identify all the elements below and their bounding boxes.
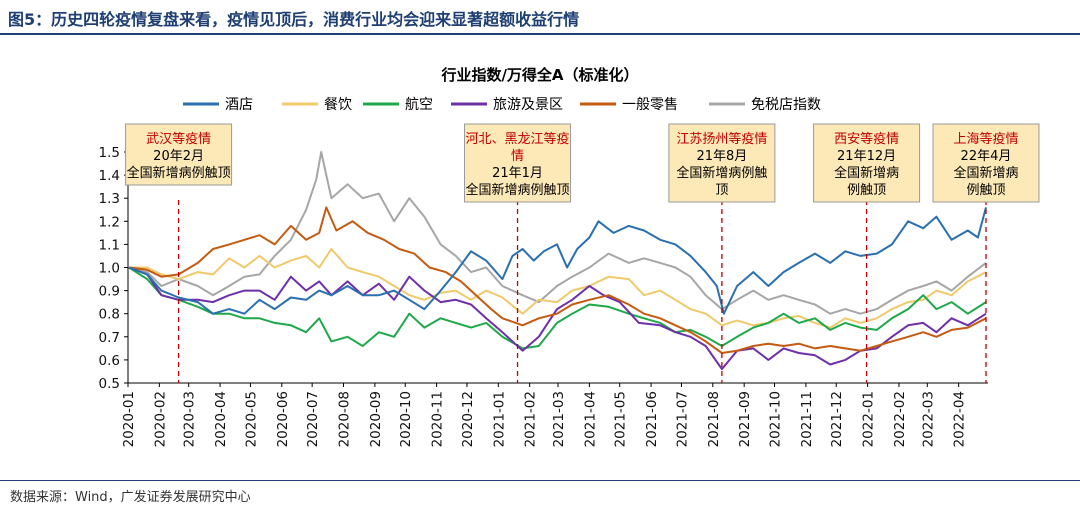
- y-tick-label: 0.6: [99, 353, 120, 369]
- event-annotation-text: 上海等疫情: [953, 131, 1018, 147]
- y-tick-label: 1.0: [99, 261, 120, 277]
- event-annotation-text: 21年8月: [696, 149, 747, 164]
- event-annotation-text: 顶: [715, 183, 728, 198]
- x-tick-label: 2020-09: [368, 391, 384, 447]
- chart-title: 行业指数/万得全A（标准化）: [440, 66, 638, 84]
- figure-title: 图5：历史四轮疫情复盘来看，疫情见顶后，消费行业均会迎来显著超额收益行情: [8, 10, 580, 29]
- x-tick-label: 2022-04: [952, 391, 968, 447]
- x-tick-label: 2020-07: [305, 391, 321, 447]
- series-line-2: [128, 266, 987, 350]
- x-tick-label: 2022-02: [892, 391, 908, 447]
- legend-label-1: 餐饮: [324, 97, 352, 113]
- legend-label-0: 酒店: [225, 97, 253, 113]
- x-tick-label: 2020-11: [430, 391, 446, 447]
- chart-lines: [128, 151, 987, 371]
- y-tick-label: 1.5: [99, 145, 120, 161]
- event-annotation-text: 21年1月: [492, 166, 543, 181]
- y-tick-label: 1.3: [99, 191, 120, 207]
- x-tick-label: 2022-01: [861, 391, 877, 447]
- legend-label-3: 旅游及景区: [493, 97, 563, 113]
- event-annotation-text: 21年12月: [837, 149, 896, 164]
- x-tick-label: 2020-10: [398, 391, 414, 447]
- x-tick-label: 2021-08: [706, 391, 722, 447]
- x-tick-label: 2021-05: [613, 391, 629, 447]
- x-tick-label: 2021-09: [737, 391, 753, 447]
- event-annotation-text: 全国新增病例触顶: [127, 165, 231, 181]
- x-tick-label: 2020-06: [275, 391, 291, 447]
- x-tick-label: 2020-01: [121, 391, 137, 447]
- event-annotation-text: 江苏扬州等疫情: [676, 131, 767, 147]
- event-annotation-text: 全国新增病: [953, 165, 1018, 181]
- x-tick-label: 2020-08: [337, 391, 353, 447]
- x-tick-label: 2021-02: [523, 391, 539, 447]
- x-tick-label: 2021-11: [799, 391, 815, 447]
- y-tick-label: 1.2: [99, 214, 120, 230]
- y-tick-label: 0.7: [99, 330, 120, 346]
- series-line-0: [128, 207, 987, 315]
- event-annotation-text: 全国新增病例触顶: [466, 182, 570, 198]
- event-annotation-text: 20年2月: [153, 149, 204, 164]
- chart-axes: 0.5 0.6 0.7 0.8 0.9 1.0 1.1 1.2 1.3 1.4 1.5 2020-01…: [99, 145, 988, 447]
- y-tick-label: 0.8: [99, 307, 120, 323]
- source-note: 数据来源：Wind，广发证券发展研究中心: [10, 490, 251, 505]
- x-tick-label: 2021-07: [674, 391, 690, 447]
- x-tick-label: 2021-04: [582, 391, 598, 447]
- event-annotation-text: 全国新增病例触: [676, 165, 767, 181]
- x-tick-label: 2022-03: [920, 391, 936, 447]
- x-tick-label: 2020-12: [460, 391, 476, 447]
- series-line-4: [128, 206, 987, 354]
- line-chart: 行业指数/万得全A（标准化） 酒店 餐饮 航空 旅游及景区 一般零售 免税店指数 0.50…: [99, 66, 1040, 447]
- series-line-1: [129, 248, 987, 329]
- x-tick-label: 2020-05: [243, 391, 259, 447]
- event-annotation-text: 情: [511, 149, 524, 164]
- y-tick-label: 1.4: [99, 168, 120, 184]
- x-tick-label: 2021-03: [551, 391, 567, 447]
- event-annotation-text: 例触顶: [966, 183, 1005, 198]
- event-annotation-text: 河北、黑龙江等疫: [466, 131, 570, 147]
- event-annotation-text: 武汉等疫情: [146, 131, 211, 147]
- series-line-5: [128, 151, 987, 315]
- chart-annotations: 武汉等疫情20年2月全国新增病例触顶河北、黑龙江等疫情21年1月全国新增病例触顶…: [125, 123, 1040, 383]
- legend-label-2: 航空: [405, 97, 433, 113]
- title-rule: [0, 33, 1080, 35]
- x-tick-label: 2020-04: [213, 391, 229, 447]
- event-annotation-box: [125, 123, 233, 186]
- source-rule: [0, 480, 1080, 481]
- x-tick-label: 2020-02: [152, 391, 168, 447]
- y-tick-label: 0.5: [99, 376, 120, 392]
- legend-label-5: 免税店指数: [751, 97, 821, 113]
- x-tick-label: 2021-12: [829, 391, 845, 447]
- event-annotation-box: [668, 123, 776, 203]
- x-tick-label: 2021-10: [768, 391, 784, 447]
- event-annotation-text: 西安等疫情: [834, 131, 899, 147]
- event-annotation-box: [813, 123, 921, 203]
- chart-legend: 酒店 餐饮 航空 旅游及景区 一般零售 免税店指数: [183, 97, 821, 113]
- legend-label-4: 一般零售: [622, 97, 678, 113]
- series-line-3: [128, 266, 987, 371]
- x-tick-label: 2021-01: [491, 391, 507, 447]
- event-annotation-text: 22年4月: [961, 149, 1012, 164]
- event-annotation-box: [464, 123, 572, 203]
- y-tick-label: 0.9: [99, 284, 120, 300]
- event-annotation-text: 全国新增病: [834, 165, 899, 181]
- event-annotation-box: [932, 123, 1040, 203]
- y-tick-label: 1.1: [99, 237, 120, 253]
- event-annotation-text: 例触顶: [847, 183, 886, 198]
- x-tick-label: 2020-03: [182, 391, 198, 447]
- x-tick-label: 2021-06: [644, 391, 660, 447]
